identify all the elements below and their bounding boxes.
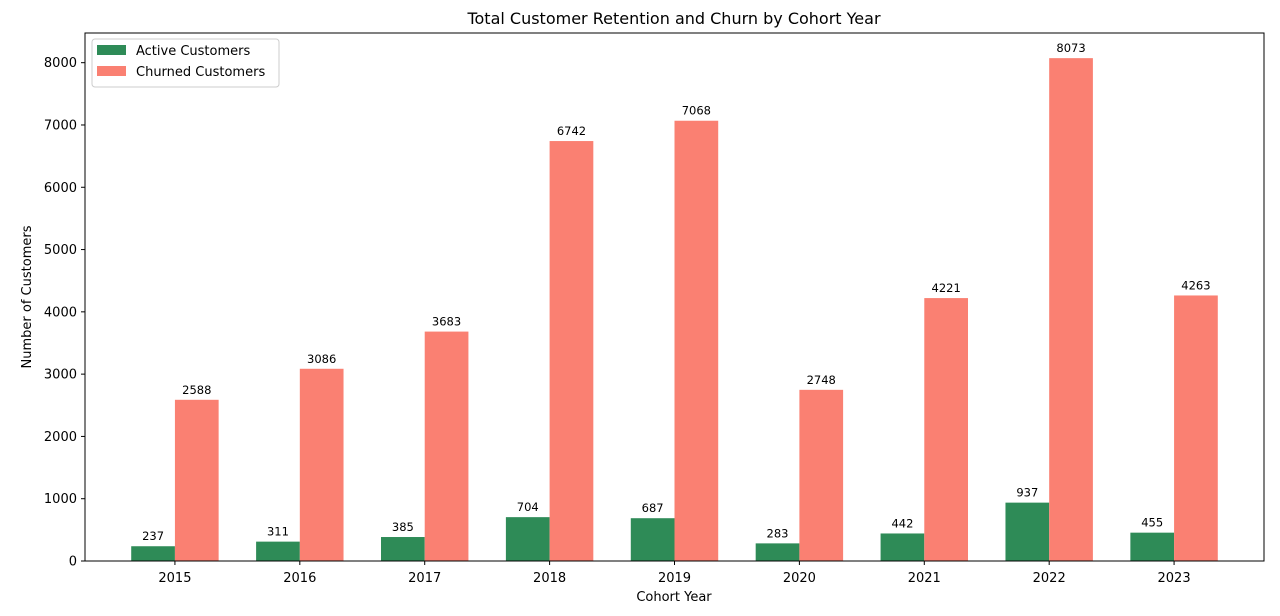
y-tick-label: 0 — [69, 555, 77, 570]
bar-churned-2016 — [299, 368, 344, 561]
data-label: 6742 — [557, 124, 586, 138]
bar-churned-2015 — [174, 399, 219, 561]
bar-churned-2022 — [1049, 58, 1093, 562]
bar-active-2022 — [1005, 502, 1050, 561]
x-tick-label: 2021 — [908, 571, 941, 586]
data-label: 4221 — [932, 281, 961, 295]
y-tick-label: 2000 — [44, 430, 77, 445]
data-label: 385 — [392, 520, 414, 534]
y-tick-label: 7000 — [44, 118, 77, 133]
x-tick-label: 2022 — [1033, 571, 1066, 586]
data-label: 2748 — [807, 373, 836, 387]
bar-churned-2021 — [924, 298, 969, 561]
data-label: 237 — [142, 529, 164, 543]
data-label: 4263 — [1181, 278, 1210, 292]
bar-churned-2017 — [424, 331, 469, 561]
legend-label: Active Customers — [136, 44, 250, 59]
bar-active-2021 — [880, 533, 925, 561]
data-label: 8073 — [1056, 41, 1085, 55]
legend-swatch-active — [97, 45, 126, 55]
bar-churned-2018 — [549, 141, 594, 561]
bar-active-2018 — [505, 517, 550, 561]
data-label: 3683 — [432, 315, 461, 329]
y-tick-label: 1000 — [44, 492, 77, 507]
legend-box — [91, 38, 280, 88]
bar-active-2015 — [131, 546, 175, 561]
bar-churned-2019 — [674, 120, 719, 562]
x-tick-label: 2020 — [783, 571, 816, 586]
x-axis-label: Cohort Year — [636, 590, 712, 605]
chart-title: Total Customer Retention and Churn by Co… — [466, 9, 880, 28]
y-axis-label: Number of Customers — [20, 225, 35, 368]
x-tick-label: 2017 — [408, 571, 441, 586]
bar-active-2019 — [630, 518, 675, 561]
data-label: 687 — [642, 501, 664, 515]
bar-churned-2020 — [799, 389, 844, 561]
data-label: 7068 — [682, 104, 711, 118]
x-tick-label: 2019 — [658, 571, 691, 586]
bar-churned-2023 — [1174, 295, 1218, 561]
x-tick-label: 2015 — [158, 571, 191, 586]
x-tick-label: 2023 — [1158, 571, 1191, 586]
data-label: 455 — [1141, 516, 1163, 530]
data-label: 2588 — [182, 383, 211, 397]
plot-area: 237 311 385 704 687 283 442 937 455 2588 3086 3683 6… — [44, 32, 1265, 586]
bar-active-2016 — [256, 541, 300, 561]
data-label: 937 — [1016, 486, 1038, 500]
data-label: 283 — [767, 526, 789, 540]
data-label: 704 — [517, 500, 539, 514]
bar-active-2017 — [380, 537, 425, 561]
legend-swatch-churned — [97, 66, 126, 76]
data-label: 3086 — [307, 352, 336, 366]
data-label: 442 — [891, 516, 913, 530]
y-tick-label: 3000 — [44, 368, 77, 383]
legend: Active Customers Churned Customers — [91, 38, 280, 88]
bar-active-2020 — [755, 543, 800, 561]
data-label: 311 — [267, 525, 289, 539]
x-tick-label: 2018 — [533, 571, 566, 586]
y-tick-label: 4000 — [44, 305, 77, 320]
x-tick-label: 2016 — [283, 571, 316, 586]
y-tick-label: 6000 — [44, 181, 77, 196]
y-tick-label: 8000 — [44, 56, 77, 71]
y-tick-label: 5000 — [44, 243, 77, 258]
bar-active-2023 — [1130, 532, 1175, 561]
legend-label: Churned Customers — [136, 65, 265, 80]
